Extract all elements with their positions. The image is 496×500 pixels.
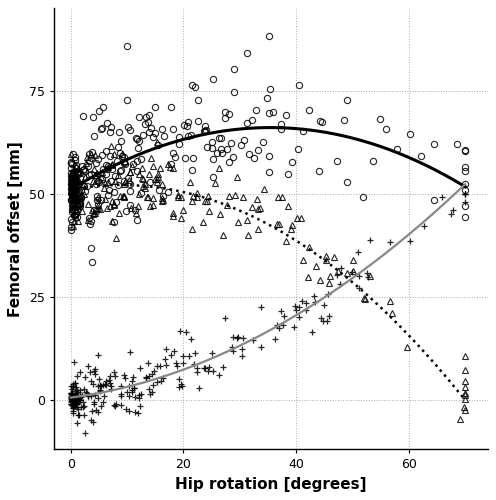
X-axis label: Hip rotation [degrees]: Hip rotation [degrees] — [175, 476, 367, 492]
Y-axis label: Femoral offset [mm]: Femoral offset [mm] — [8, 141, 23, 316]
